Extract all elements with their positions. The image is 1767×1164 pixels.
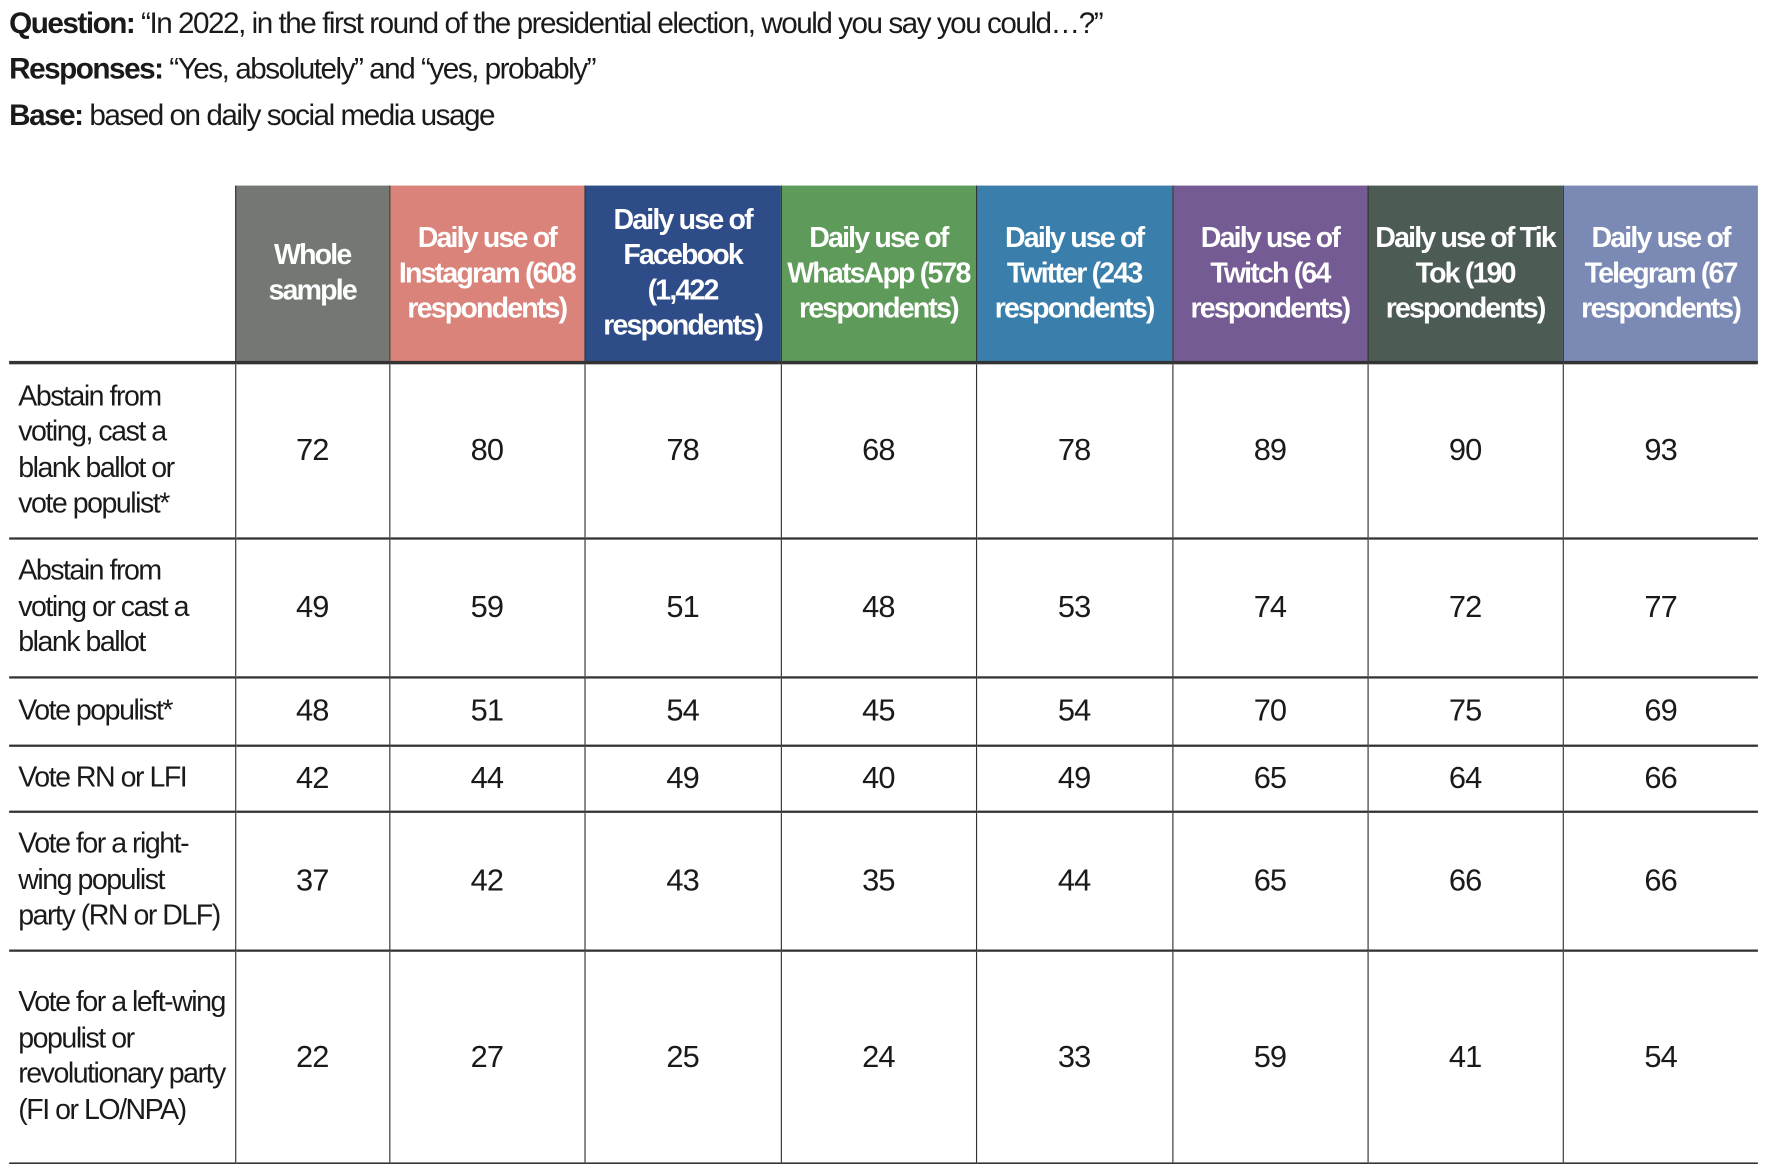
value-cell: 78: [975, 360, 1173, 538]
value-cell: 66: [1366, 810, 1563, 951]
value-cell: 89: [1171, 360, 1368, 538]
responses-text: “Yes, absolutely” and “yes, probably”: [162, 51, 596, 86]
value-cell: 37: [234, 810, 390, 951]
value-cell: 27: [388, 948, 585, 1164]
value-cell: 48: [234, 675, 390, 746]
value-cell: 53: [975, 536, 1173, 677]
table-row: Abstain from voting, cast a blank ballot…: [9, 360, 1758, 538]
value-cell: 64: [1366, 744, 1563, 812]
value-cell: 49: [975, 744, 1173, 812]
value-cell: 48: [780, 536, 976, 677]
table-row: Vote for a right-wing populist party (RN…: [9, 810, 1758, 951]
column-header: Whole sample: [234, 185, 390, 363]
value-cell: 66: [1562, 810, 1758, 951]
value-cell: 74: [1171, 536, 1368, 677]
table-row: Abstain from voting or cast a blank ball…: [9, 536, 1758, 677]
value-cell: 49: [234, 536, 390, 677]
value-cell: 42: [388, 810, 585, 951]
value-cell: 54: [1562, 948, 1758, 1164]
corner-cell: [9, 185, 236, 363]
value-cell: 40: [780, 744, 976, 812]
value-cell: 70: [1171, 675, 1368, 746]
row-label: Vote RN or LFI: [9, 744, 236, 812]
value-cell: 59: [388, 536, 585, 677]
value-cell: 78: [583, 360, 781, 538]
column-header: Daily use of Twitter (243 respondents): [975, 185, 1173, 363]
row-label: Vote for a right-wing populist party (RN…: [9, 810, 236, 951]
column-header: Daily use of Twitch (64 respondents): [1171, 185, 1368, 363]
value-cell: 49: [583, 744, 781, 812]
results-table: Whole sample Daily use of Instagram (608 …: [9, 185, 1758, 1164]
value-cell: 22: [234, 948, 390, 1164]
value-cell: 75: [1366, 675, 1563, 746]
value-cell: 44: [975, 810, 1173, 951]
value-cell: 72: [234, 360, 390, 538]
responses-label: Responses:: [9, 51, 164, 86]
column-header: Daily use of Facebook (1,422 respondents…: [583, 185, 781, 363]
row-label: Vote for a left-wing populist or revolut…: [9, 948, 236, 1164]
value-cell: 69: [1562, 675, 1758, 746]
header-row: Whole sample Daily use of Instagram (608 …: [9, 185, 1758, 363]
value-cell: 77: [1562, 536, 1758, 677]
value-cell: 42: [234, 744, 390, 812]
question-line: Question: “In 2022, in the first round o…: [9, 5, 1104, 40]
value-cell: 51: [583, 536, 781, 677]
value-cell: 24: [780, 948, 976, 1164]
column-header: Daily use of Telegram (67 respondents): [1562, 185, 1758, 363]
value-cell: 80: [388, 360, 585, 538]
value-cell: 54: [975, 675, 1173, 746]
column-header: Daily use of Instagram (608 respondents): [388, 185, 585, 363]
column-header: Daily use of Tik Tok (190 respondents): [1366, 185, 1563, 363]
value-cell: 43: [583, 810, 781, 951]
value-cell: 90: [1366, 360, 1563, 538]
value-cell: 45: [780, 675, 976, 746]
column-header: Daily use of WhatsApp (578 respondents): [780, 185, 976, 363]
value-cell: 59: [1171, 948, 1368, 1164]
value-cell: 35: [780, 810, 976, 951]
value-cell: 54: [583, 675, 781, 746]
table-row: Vote for a left-wing populist or revolut…: [9, 948, 1758, 1164]
value-cell: 65: [1171, 810, 1368, 951]
value-cell: 33: [975, 948, 1173, 1164]
question-label: Question:: [9, 5, 136, 40]
value-cell: 51: [388, 675, 585, 746]
base-line: Base: based on daily social media usage: [9, 97, 495, 133]
row-label: Vote populist*: [9, 675, 236, 746]
value-cell: 66: [1562, 744, 1758, 812]
value-cell: 44: [388, 744, 585, 812]
value-cell: 65: [1171, 744, 1368, 812]
responses-line: Responses: “Yes, absolutely” and “yes, p…: [9, 51, 596, 86]
table-row: Vote populist* 48 51 54 45 54 70 75 69: [9, 675, 1758, 746]
table-row: Vote RN or LFI 42 44 49 40 49 65 64 66: [9, 744, 1758, 812]
value-cell: 25: [583, 948, 781, 1164]
base-label: Base:: [9, 97, 84, 133]
base-text: based on daily social media usage: [82, 97, 495, 133]
value-cell: 72: [1366, 536, 1563, 677]
question-text: “In 2022, in the first round of the pres…: [134, 5, 1104, 40]
row-label: Abstain from voting or cast a blank ball…: [9, 536, 236, 677]
value-cell: 93: [1562, 360, 1758, 538]
row-label: Abstain from voting, cast a blank ballot…: [9, 360, 236, 538]
value-cell: 41: [1366, 948, 1563, 1164]
value-cell: 68: [780, 360, 976, 538]
